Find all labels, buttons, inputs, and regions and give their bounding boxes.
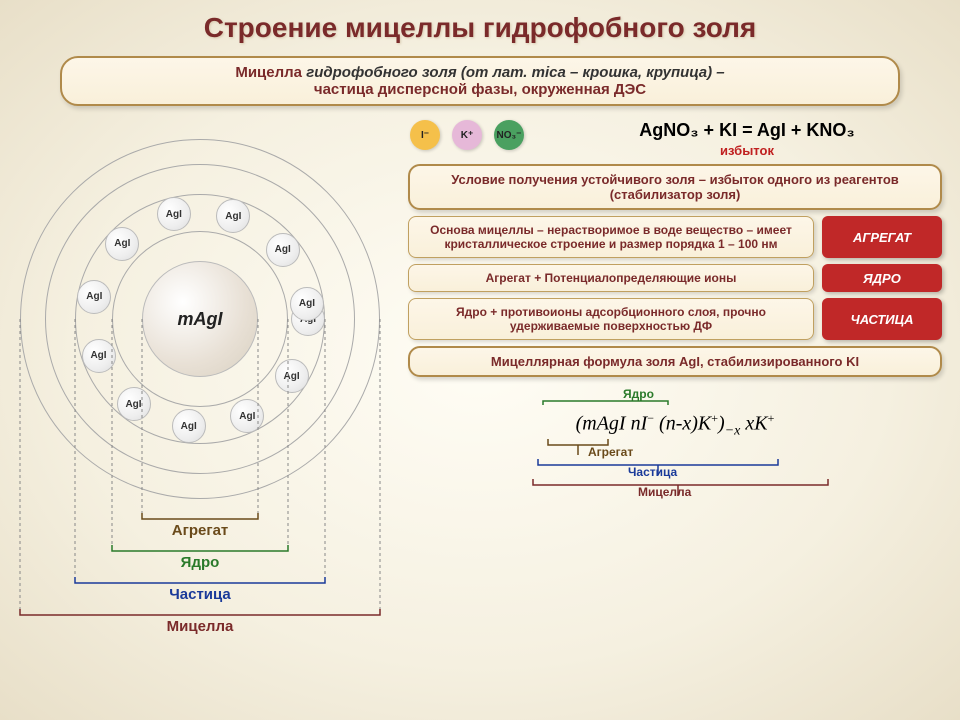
- structure-tag-1: ЯДРО: [822, 264, 942, 292]
- svg-text:Частица: Частица: [169, 586, 231, 603]
- structure-row-1: Агрегат + Потенциалопределяющие ионы ЯДРО: [408, 264, 942, 292]
- structure-desc-2: Ядро + противоионы адсорбционного слоя, …: [408, 298, 814, 340]
- condition-panel: Условие получения устойчивого золя – изб…: [408, 164, 942, 210]
- equation-excess: избыток: [544, 143, 950, 158]
- def-line2: частица дисперсной фазы, окруженная ДЭС: [314, 81, 646, 98]
- structure-desc-0: Основа мицеллы – нерастворимое в воде ве…: [408, 216, 814, 258]
- equation-text: AgNO₃ + KI = AgI + KNO₃: [639, 120, 855, 140]
- reaction-equation: AgNO₃ + KI = AgI + KNO₃ избыток: [544, 120, 950, 158]
- structure-desc-1: Агрегат + Потенциалопределяющие ионы: [408, 264, 814, 292]
- diagram-brackets: Агрегат Ядро Частица Мицелла: [10, 124, 390, 684]
- def-ital: mica: [532, 64, 566, 81]
- ion-NO₃⁻: NO₃⁻: [494, 120, 524, 150]
- right-column: I⁻ K⁺ NO₃⁻ AgNO₃ + KI = AgI + KNO₃ избыток…: [400, 114, 950, 503]
- ion-legend: I⁻ K⁺ NO₃⁻: [410, 120, 524, 150]
- def-plain2: – крошка, крупица) –: [566, 64, 725, 81]
- ion-I⁻: I⁻: [410, 120, 440, 150]
- definition-box: Мицелла гидрофобного золя (от лат. mica …: [60, 56, 900, 106]
- def-plain1: гидрофобного золя (от лат.: [306, 64, 531, 81]
- svg-text:Агрегат: Агрегат: [172, 522, 229, 539]
- formula-title-panel: Мицеллярная формула золя AgI, стабилизир…: [408, 346, 942, 377]
- svg-text:Ядро: Ядро: [181, 554, 220, 571]
- ion-K⁺: K⁺: [452, 120, 482, 150]
- structure-row-2: Ядро + противоионы адсорбционного слоя, …: [408, 298, 942, 340]
- structure-row-0: Основа мицеллы – нерастворимое в воде ве…: [408, 216, 942, 258]
- structure-tag-2: ЧАСТИЦА: [822, 298, 942, 340]
- micelle-diagram: mAgIAgIAgIAgIAgIAgIAgIAgIAgIAgIAgIAgIAgI…: [10, 124, 390, 664]
- structure-tag-0: АГРЕГАТ: [822, 216, 942, 258]
- svg-text:Мицелла: Мицелла: [167, 618, 234, 635]
- main-area: mAgIAgIAgIAgIAgIAgIAgIAgIAgIAgIAgIAgIAgI…: [0, 114, 960, 714]
- page-title: Строение мицеллы гидрофобного золя: [0, 0, 960, 52]
- formula-area: Ядро (mAgI nI− (n-x)K+)−x xK+ Агрегат Ча…: [408, 383, 942, 503]
- def-red1: Мицелла: [235, 64, 306, 81]
- formula-braces: [408, 383, 948, 503]
